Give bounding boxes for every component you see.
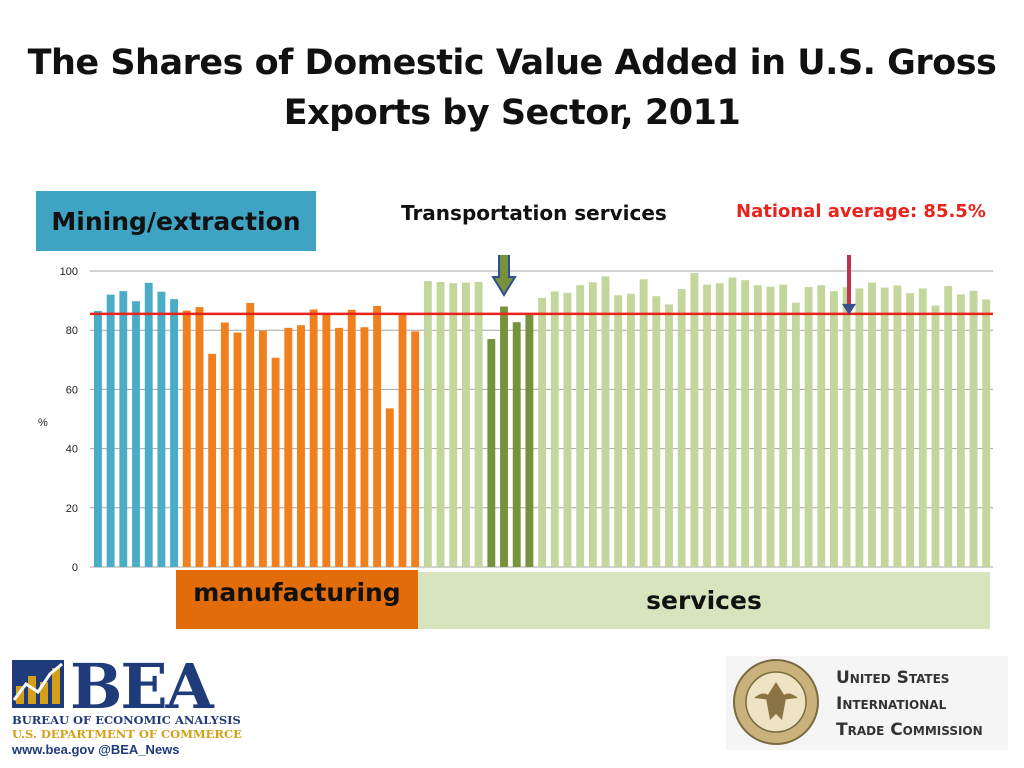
national-average-arrow-icon: [842, 303, 856, 315]
bar: [741, 280, 750, 567]
bar: [677, 289, 686, 567]
bar: [512, 322, 521, 567]
bar: [385, 408, 394, 567]
y-tick-label: 100: [60, 266, 78, 278]
transport-arrow-icon: [491, 255, 517, 297]
bar: [868, 282, 876, 567]
bar: [500, 306, 508, 567]
bar: [639, 279, 648, 567]
bar-chart: 0 20 40 60 80 100%: [38, 255, 993, 574]
bar: [855, 288, 864, 567]
usitc-line-1: United States: [836, 668, 950, 688]
bar: [182, 310, 191, 567]
bar: [550, 291, 559, 567]
bea-department: U.S. DEPARTMENT OF COMMERCE: [12, 727, 242, 741]
bar: [106, 294, 115, 567]
bar: [119, 291, 128, 567]
bar: [791, 302, 800, 567]
bar: [538, 297, 547, 567]
bar: [335, 327, 343, 567]
usitc-line-2: International: [836, 694, 947, 714]
bar: [906, 293, 915, 567]
bar: [170, 299, 179, 567]
bar: [271, 357, 280, 567]
bar: [779, 284, 788, 567]
bar: [931, 305, 940, 567]
bea-logo: BEA BUREAU OF ECONOMIC ANALYSIS U.S. DEP…: [12, 650, 242, 758]
bar: [423, 281, 432, 567]
bar: [715, 283, 724, 567]
bar: [474, 281, 483, 567]
bar: [563, 292, 572, 567]
bar: [804, 286, 813, 567]
bar: [398, 313, 407, 567]
y-tick-label: 20: [66, 503, 78, 515]
bar: [220, 322, 229, 567]
bar: [233, 332, 242, 567]
bea-mark-icon: [12, 660, 64, 708]
bar: [258, 330, 267, 567]
y-axis-label: %: [38, 417, 48, 429]
bar: [817, 285, 826, 567]
bar: [918, 288, 927, 567]
usitc-logo: United States International Trade Commis…: [726, 656, 1008, 750]
bar: [373, 305, 382, 567]
bar: [525, 313, 534, 567]
bar: [880, 287, 889, 567]
bar: [462, 282, 470, 567]
bar: [436, 281, 445, 567]
bar: [576, 285, 585, 567]
bar: [982, 299, 991, 567]
bar: [487, 339, 496, 567]
bar: [626, 293, 635, 567]
services-category-label: services: [418, 572, 990, 629]
manufacturing-category-label: manufacturing: [176, 570, 418, 629]
bar: [753, 285, 762, 567]
bar: [195, 307, 204, 567]
bar: [297, 325, 305, 567]
bar: [944, 286, 953, 567]
mining-category-label: Mining/extraction: [36, 191, 316, 251]
bar: [969, 290, 978, 567]
bar: [144, 282, 153, 567]
bar: [893, 285, 902, 567]
bea-links[interactable]: www.bea.gov @BEA_News: [12, 742, 180, 757]
bea-subtitle: BUREAU OF ECONOMIC ANALYSIS: [12, 713, 241, 727]
bar: [309, 309, 318, 567]
bea-wordmark: BEA: [70, 650, 214, 723]
national-average-annotation: National average: 85.5%: [736, 201, 986, 222]
bar: [766, 286, 775, 567]
bar: [208, 353, 217, 567]
bar: [703, 284, 711, 567]
y-tick-label: 60: [66, 384, 78, 396]
usitc-seal-icon: [733, 659, 819, 745]
transport-annotation: Transportation services: [401, 201, 667, 225]
bar: [956, 294, 965, 567]
bar: [360, 327, 369, 567]
bar: [690, 273, 699, 567]
bar: [614, 295, 623, 567]
bar: [132, 301, 140, 567]
bar: [347, 309, 356, 567]
bar: [830, 291, 838, 567]
bar: [842, 287, 851, 567]
bar: [246, 302, 255, 567]
bar: [284, 327, 293, 567]
bar: [322, 313, 331, 567]
page-title: The Shares of Domestic Value Added in U.…: [27, 43, 997, 133]
bar: [449, 283, 458, 567]
bar: [94, 310, 102, 567]
y-tick-label: 0: [72, 562, 78, 574]
y-tick-label: 80: [66, 325, 78, 337]
bar: [411, 331, 420, 567]
bar: [728, 277, 737, 567]
y-tick-label: 40: [66, 444, 78, 456]
bar: [588, 282, 597, 567]
usitc-line-3: Trade Commission: [836, 720, 983, 740]
bar: [652, 296, 661, 567]
bar: [157, 291, 166, 567]
bar: [601, 276, 610, 567]
bar: [665, 304, 673, 567]
